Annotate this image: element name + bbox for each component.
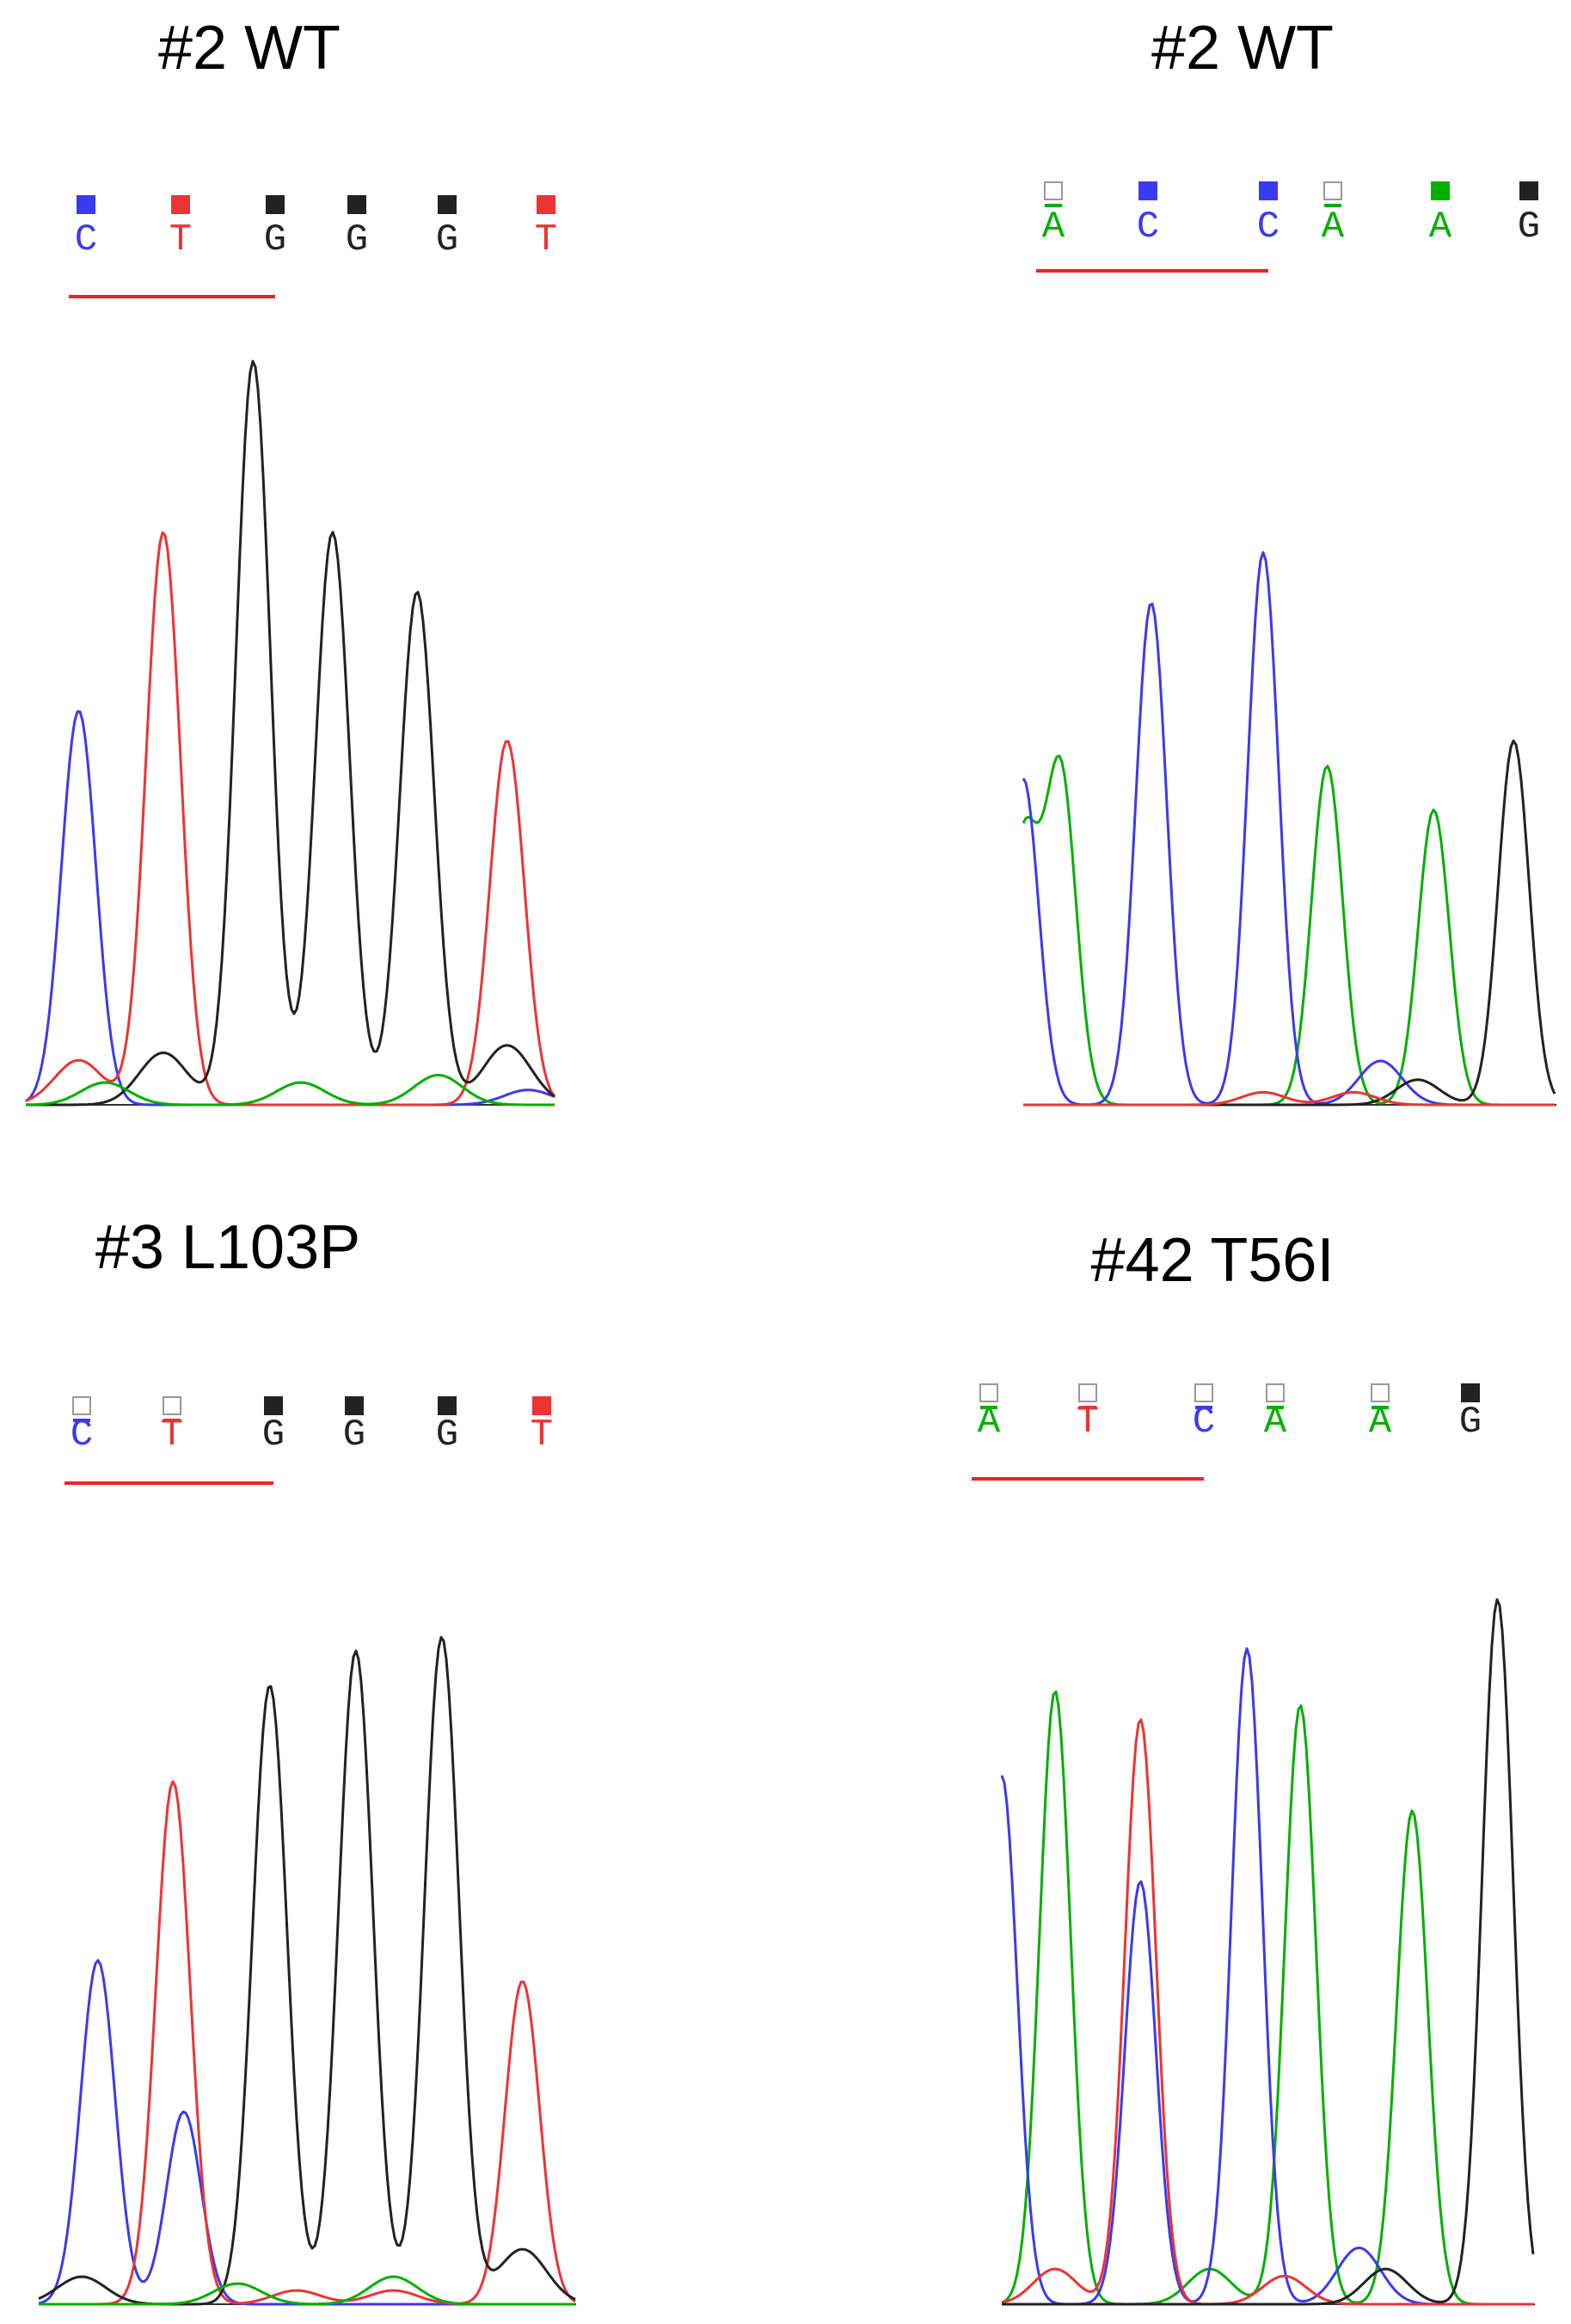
base-call-label: C	[1257, 205, 1280, 248]
base-call-label: G	[1459, 1401, 1482, 1444]
base-quality-box	[1044, 181, 1063, 200]
base-quality-box	[979, 1383, 998, 1402]
base-call-label: T	[535, 218, 557, 261]
base-quality-box	[1259, 181, 1278, 200]
base-quality-box	[1078, 1383, 1097, 1402]
base-call-label: G	[343, 1413, 365, 1456]
base-quality-box	[438, 195, 457, 214]
trace-A	[1022, 754, 1555, 1107]
base-quality-box	[1371, 1383, 1390, 1402]
base-call-label: A	[1264, 1401, 1287, 1444]
base-call-label: T	[531, 1413, 553, 1456]
base-call-label: T	[161, 1413, 183, 1456]
panel-title: #2 WT	[1151, 14, 1334, 83]
base-quality-box	[1431, 181, 1450, 200]
trace-G	[38, 1635, 576, 2306]
panel-bottom-left: #3 L103P C T G G G T	[38, 1213, 576, 2306]
panel-title: #42 T56I	[1091, 1226, 1335, 1295]
base-quality-box	[171, 195, 190, 214]
panel-top-left: #2 WT C T G G G T	[25, 14, 557, 1107]
trace-A	[39, 2275, 575, 2306]
base-quality-box	[1266, 1383, 1285, 1402]
base-quality-box	[266, 195, 285, 214]
base-quality-box	[72, 1396, 91, 1415]
trace-T	[1023, 1090, 1555, 1107]
base-quality-box	[532, 1396, 551, 1415]
base-quality-box	[537, 195, 555, 214]
base-call-label: G	[346, 218, 368, 261]
base-quality-box	[438, 1396, 457, 1415]
trace-G	[1002, 1598, 1535, 2306]
base-quality-box	[345, 1396, 364, 1415]
panel-title: #2 WT	[158, 14, 341, 83]
base-quality-box	[264, 1396, 283, 1415]
trace-A	[1001, 1690, 1533, 2306]
trace-G	[26, 359, 555, 1107]
panel-title: #3 L103P	[95, 1213, 360, 1282]
trace-A	[25, 1073, 555, 1107]
base-quality-box	[163, 1396, 181, 1415]
base-call-label: A	[978, 1401, 1001, 1444]
trace-T	[39, 1780, 576, 2306]
base-call-label: G	[436, 1413, 458, 1456]
base-call-label: T	[1077, 1401, 1099, 1444]
base-quality-box	[1138, 181, 1157, 200]
base-call-label: T	[169, 218, 192, 261]
base-call-label: A	[1322, 205, 1345, 248]
base-quality-box	[77, 195, 95, 214]
base-call-label: C	[1193, 1401, 1215, 1444]
base-call-label: A	[1369, 1401, 1392, 1444]
panel-bottom-right: #42 T56I A T C A A G	[972, 1226, 1535, 2306]
base-quality-box	[1323, 181, 1342, 200]
base-call-label: G	[436, 218, 458, 261]
base-call-label: A	[1429, 205, 1452, 248]
base-call-label: C	[75, 218, 97, 261]
base-quality-box	[1519, 181, 1538, 200]
base-call-label: A	[1042, 205, 1065, 248]
base-call-label: G	[1518, 205, 1540, 248]
base-quality-box	[347, 195, 366, 214]
base-call-label: C	[1137, 205, 1159, 248]
base-quality-box	[1461, 1383, 1480, 1402]
trace-T	[1001, 1718, 1533, 2306]
base-call-label: G	[264, 218, 286, 261]
base-call-label: C	[71, 1413, 93, 1456]
base-quality-box	[1194, 1383, 1213, 1402]
base-call-label: G	[262, 1413, 285, 1456]
